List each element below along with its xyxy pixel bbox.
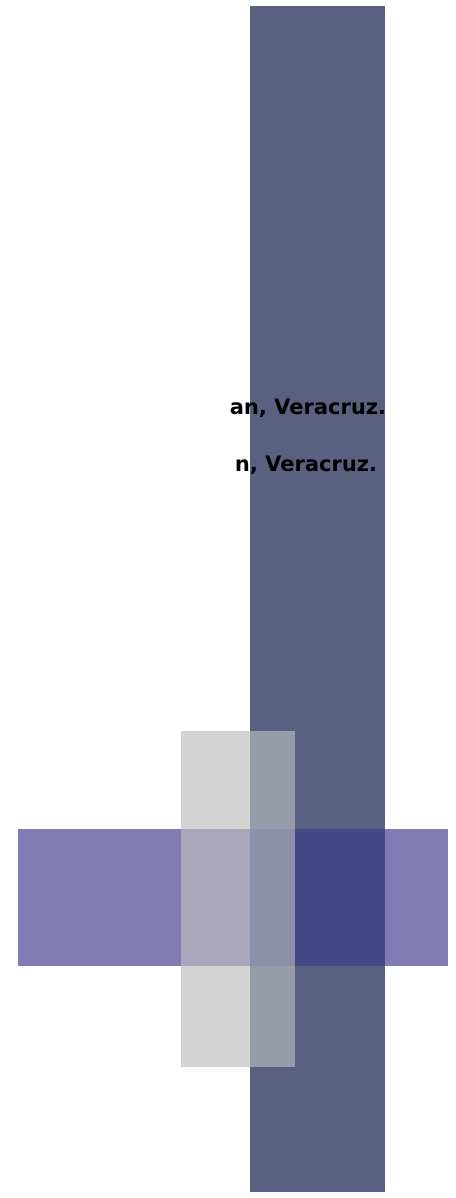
- grey-block-bottom-right: [250, 966, 295, 1067]
- bar-band-overlap: [295, 829, 385, 966]
- grey-block-top-right: [250, 731, 295, 829]
- grey-bar-band-overlap: [250, 829, 295, 966]
- grey-block-top-left: [181, 731, 250, 829]
- grey-band-overlap: [181, 829, 250, 966]
- location-line-1: an, Veracruz.: [229, 395, 386, 419]
- location-line-2: n, Veracruz.: [234, 452, 377, 476]
- grey-block-bottom-left: [181, 966, 250, 1067]
